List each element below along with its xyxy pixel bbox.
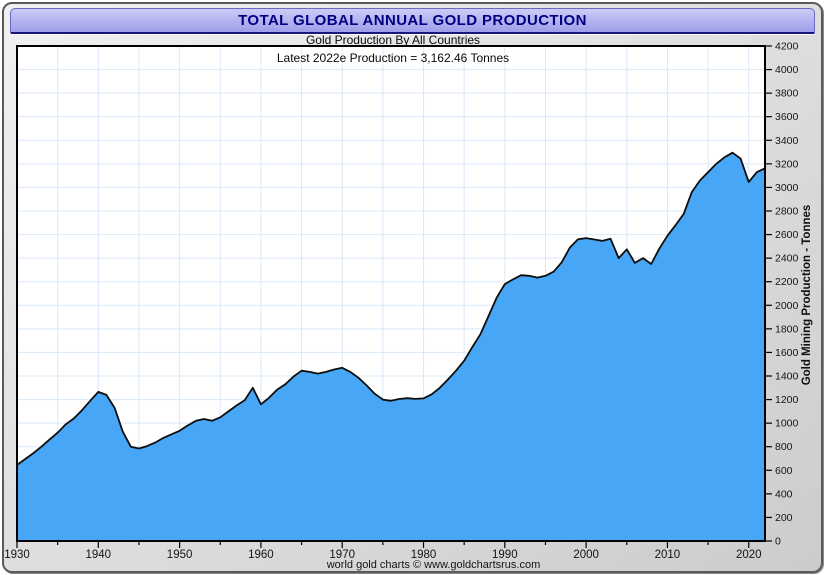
svg-text:2000: 2000 <box>573 549 599 561</box>
latest-production-annotation: Latest 2022e Production = 3,162.46 Tonne… <box>276 51 510 65</box>
svg-text:1980: 1980 <box>411 549 437 561</box>
svg-text:1930: 1930 <box>4 549 30 561</box>
chart-title: TOTAL GLOBAL ANNUAL GOLD PRODUCTION <box>238 12 587 29</box>
svg-text:0: 0 <box>775 536 781 548</box>
svg-text:2010: 2010 <box>655 549 681 561</box>
svg-text:2800: 2800 <box>775 206 799 218</box>
svg-text:1400: 1400 <box>775 371 799 383</box>
svg-text:400: 400 <box>775 488 793 500</box>
gold-production-area-chart: 0 200 400 600 800 1000 1200 1400 1600 1800 2000 220… <box>4 41 799 562</box>
svg-text:1000: 1000 <box>775 418 799 430</box>
svg-text:1940: 1940 <box>86 549 112 561</box>
svg-text:1950: 1950 <box>167 549 193 561</box>
svg-text:2020: 2020 <box>736 549 762 561</box>
svg-text:200: 200 <box>775 512 793 524</box>
footer-credit: world gold charts © www.goldchartsrus.co… <box>326 559 541 571</box>
svg-text:2200: 2200 <box>775 276 799 288</box>
svg-text:3600: 3600 <box>775 111 799 123</box>
svg-text:3200: 3200 <box>775 158 799 170</box>
svg-text:1600: 1600 <box>775 347 799 359</box>
svg-text:1800: 1800 <box>775 323 799 335</box>
svg-text:800: 800 <box>775 441 793 453</box>
title-bar: TOTAL GLOBAL ANNUAL GOLD PRODUCTION <box>10 8 815 34</box>
svg-text:2600: 2600 <box>775 229 799 241</box>
svg-text:4200: 4200 <box>775 41 799 53</box>
svg-text:4000: 4000 <box>775 64 799 76</box>
svg-text:1990: 1990 <box>492 549 518 561</box>
svg-text:2400: 2400 <box>775 253 799 265</box>
svg-text:3800: 3800 <box>775 88 799 100</box>
svg-text:1960: 1960 <box>248 549 274 561</box>
svg-text:600: 600 <box>775 465 793 477</box>
svg-text:3400: 3400 <box>775 135 799 147</box>
chart-subtitle: Gold Production By All Countries <box>305 33 481 47</box>
svg-text:3000: 3000 <box>775 182 799 194</box>
y-axis-title: Gold Mining Production - Tonnes <box>801 204 813 386</box>
svg-text:1200: 1200 <box>775 394 799 406</box>
svg-text:2000: 2000 <box>775 300 799 312</box>
svg-text:1970: 1970 <box>329 549 355 561</box>
